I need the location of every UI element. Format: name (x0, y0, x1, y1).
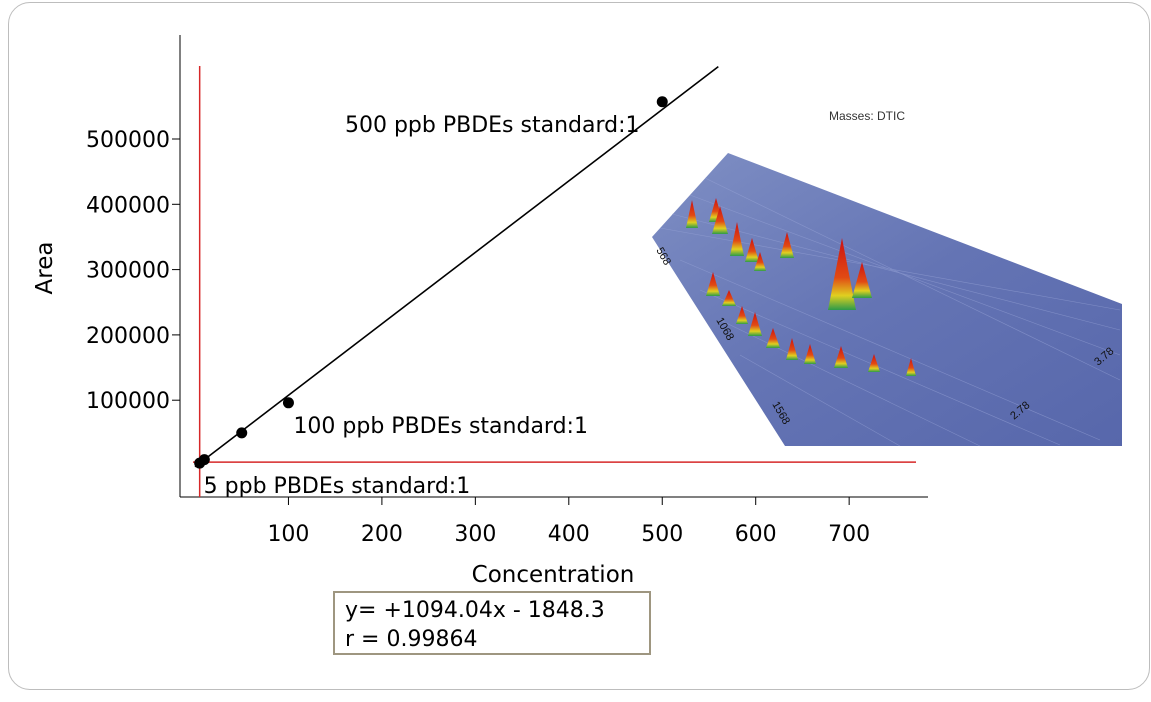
data-point (282, 397, 294, 409)
regression-equation-box: y= +1094.04x - 1848.3 r = 0.99864 (333, 591, 651, 655)
chromatogram-3d-inset: Masses: DTIC 568 1068 1568 2.78 3.78 (652, 109, 1122, 447)
x-tick-label: 100 (267, 522, 309, 547)
y-tick-label: 400000 (86, 193, 170, 218)
y-tick-label: 200000 (86, 324, 170, 349)
regression-line (194, 66, 719, 468)
x-axis-label: Concentration (472, 562, 635, 588)
point-annotation: 5 ppb PBDEs standard:1 (204, 474, 471, 499)
data-point (236, 427, 248, 439)
x-tick-label: 600 (735, 522, 777, 547)
x-tick-label: 300 (454, 522, 496, 547)
x-tick-label: 500 (641, 522, 683, 547)
x-tick-label: 700 (828, 522, 870, 547)
y-axis-label: Area (32, 242, 58, 295)
correlation-coefficient: r = 0.99864 (345, 627, 478, 652)
x-tick-label: 200 (361, 522, 403, 547)
y-tick-label: 500000 (86, 128, 170, 153)
x-tick-label: 400 (548, 522, 590, 547)
point-annotation: 500 ppb PBDEs standard:1 (345, 113, 640, 138)
data-point (198, 454, 210, 466)
point-annotation: 100 ppb PBDEs standard:1 (293, 414, 588, 439)
inset-title: Masses: DTIC (829, 109, 905, 123)
regression-equation: y= +1094.04x - 1848.3 (345, 598, 605, 623)
y-tick-label: 300000 (86, 259, 170, 284)
data-point (656, 96, 668, 108)
y-tick-label: 100000 (86, 389, 170, 414)
